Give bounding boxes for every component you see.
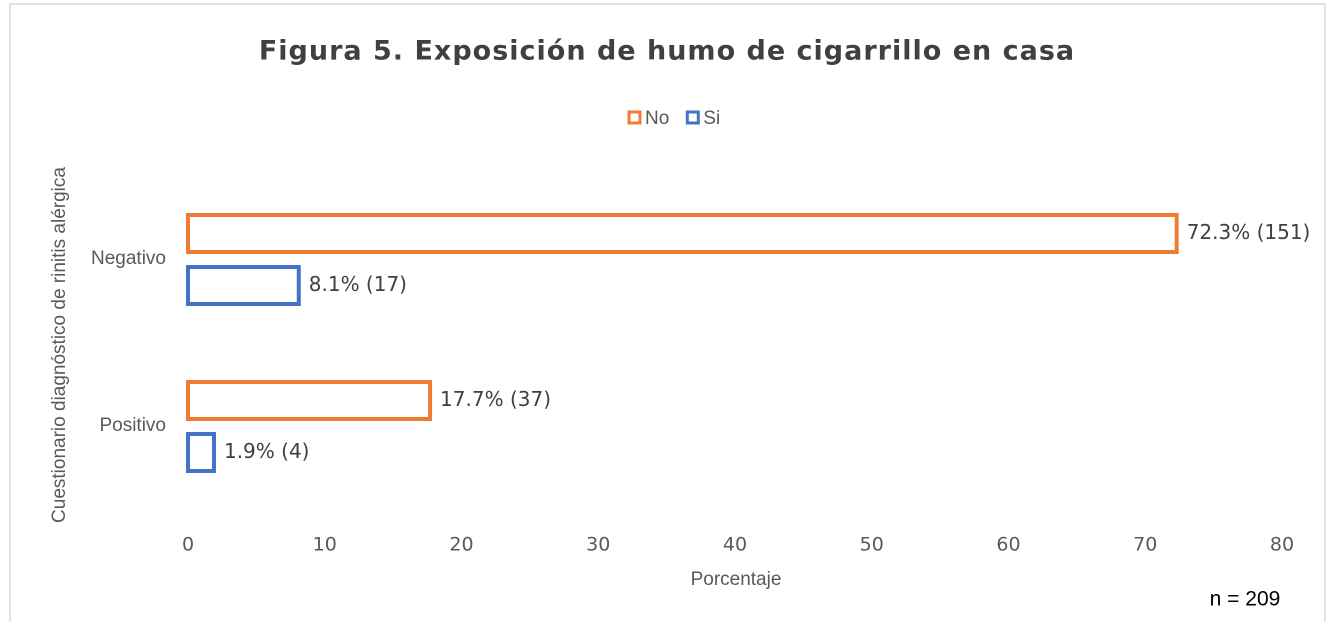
- bar: [186, 432, 216, 473]
- legend-swatch: [685, 110, 700, 125]
- chart-frame: [9, 3, 1326, 622]
- data-label: 72.3% (151): [1187, 220, 1311, 244]
- y-tick-label: Positivo: [99, 415, 166, 436]
- legend-label: Si: [703, 108, 720, 129]
- bar: [186, 380, 433, 421]
- x-tick-label: 20: [449, 534, 473, 556]
- x-tick-label: 10: [313, 534, 337, 556]
- x-tick-label: 50: [860, 534, 884, 556]
- bar: [186, 213, 1179, 254]
- x-tick-label: 30: [586, 534, 610, 556]
- bar: [186, 265, 301, 306]
- y-axis-label: Cuestionario diagnóstico de rinitis alér…: [49, 167, 70, 523]
- x-tick-label: 60: [996, 534, 1020, 556]
- x-axis-label: Porcentaje: [691, 569, 782, 590]
- x-tick-label: 80: [1270, 534, 1294, 556]
- y-tick-label: Negativo: [91, 248, 166, 269]
- x-tick-label: 70: [1133, 534, 1157, 556]
- annotation: n = 209: [1210, 588, 1281, 611]
- x-tick-label: 0: [182, 534, 194, 556]
- legend-swatch: [627, 110, 642, 125]
- x-tick-label: 40: [723, 534, 747, 556]
- chart-title: Figura 5. Exposición de humo de cigarril…: [259, 36, 1075, 67]
- data-label: 8.1% (17): [309, 272, 407, 296]
- data-label: 1.9% (4): [224, 439, 309, 463]
- data-label: 17.7% (37): [440, 387, 551, 411]
- legend-label: No: [645, 108, 669, 129]
